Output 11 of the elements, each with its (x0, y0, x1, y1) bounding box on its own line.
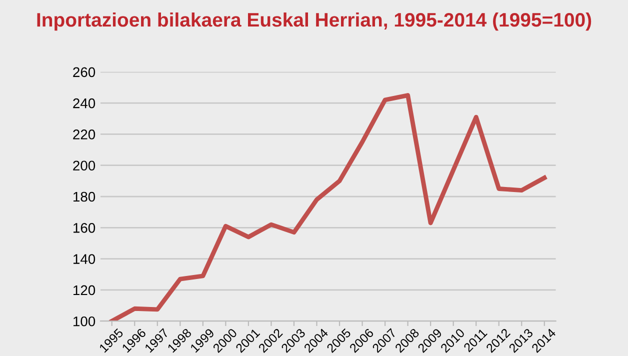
y-tick-label: 160 (74, 222, 96, 233)
y-tick-label: 120 (74, 285, 96, 296)
y-tick-label: 260 (73, 67, 96, 78)
line-series (110, 93, 547, 322)
y-tick-label: 180 (74, 192, 96, 202)
y-tick-label: 220 (73, 130, 96, 140)
y-tick-label: 140 (74, 254, 96, 264)
y-tick-label: 100 (74, 316, 96, 326)
y-tick-label: 200 (73, 160, 96, 171)
y-tick-label: 240 (73, 98, 96, 108)
chart-title: Inportazioen bilakaera Euskal Herrian, 1995-2014 (1995=100) (37, 12, 592, 31)
